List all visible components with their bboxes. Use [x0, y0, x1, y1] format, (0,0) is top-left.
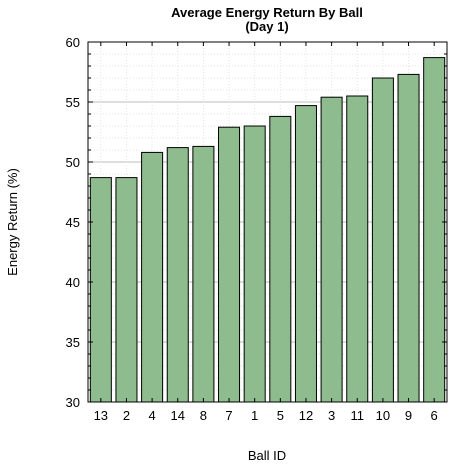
y-tick-label: 35	[66, 335, 80, 350]
chart-subtitle: (Day 1)	[245, 19, 288, 34]
x-tick-label: 6	[431, 408, 438, 423]
x-tick-label: 10	[376, 408, 390, 423]
x-tick-label: 5	[277, 408, 284, 423]
y-tick-label: 55	[66, 95, 80, 110]
bar-7	[218, 126, 241, 403]
bar-10	[371, 77, 394, 403]
bar-4	[141, 151, 164, 403]
y-tick-label: 45	[66, 215, 80, 230]
y-tick-label: 40	[66, 275, 80, 290]
y-axis-label: Energy Return (%)	[5, 168, 20, 276]
x-tick-label: 4	[148, 408, 155, 423]
x-axis-label: Ball ID	[248, 448, 286, 463]
x-tick-label: 8	[200, 408, 207, 423]
bar-8	[192, 145, 215, 403]
bar-13	[89, 177, 112, 403]
x-tick-label: 7	[225, 408, 232, 423]
x-tick-label: 14	[171, 408, 185, 423]
bar-3	[320, 96, 343, 403]
x-tick-label: 2	[123, 408, 130, 423]
y-axis-ticks: 30 35 40 45 50 55 60	[66, 35, 447, 410]
x-tick-label: 1	[251, 408, 258, 423]
chart-title: Average Energy Return By Ball	[171, 5, 363, 20]
bar-1	[243, 125, 266, 403]
x-tick-label: 11	[351, 408, 365, 423]
bar-2	[115, 177, 138, 403]
y-tick-label: 30	[66, 395, 80, 410]
x-axis-ticks: 13 2 4 14 8 7 1 5 12 3 11 10 9 6	[94, 42, 438, 423]
bar-9	[397, 73, 420, 403]
x-tick-label: 9	[405, 408, 412, 423]
x-tick-label: 13	[94, 408, 108, 423]
bars-group	[89, 57, 446, 403]
bar-11	[346, 95, 369, 403]
bar-5	[269, 115, 292, 403]
x-tick-label: 12	[299, 408, 313, 423]
x-tick-label: 3	[328, 408, 335, 423]
y-tick-label: 50	[66, 155, 80, 170]
bar-12	[294, 105, 317, 403]
bar-6	[423, 57, 446, 403]
y-tick-label: 60	[66, 35, 80, 50]
bar-14	[166, 147, 189, 403]
